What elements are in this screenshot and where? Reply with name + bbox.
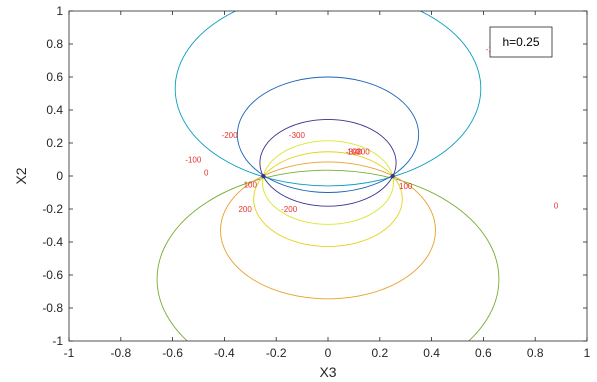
y-tick-label: -0.8	[42, 301, 63, 315]
singular-point	[390, 174, 395, 178]
contour-line	[156, 169, 500, 341]
y-tick-label: 0.4	[46, 103, 63, 117]
contour-label: 0	[554, 202, 559, 211]
contour-label: -200	[354, 147, 371, 156]
contour-line	[236, 76, 420, 193]
contour-line	[253, 151, 403, 247]
x-tick-label: 0.8	[527, 346, 544, 360]
x-tick-label: 0.2	[371, 346, 388, 360]
contour-label: -200	[281, 205, 298, 214]
contour-label: 100	[347, 147, 361, 156]
y-tick-label: 1	[56, 4, 63, 18]
y-tick-label: 0.2	[46, 136, 63, 150]
y-tick-label: -1	[52, 334, 63, 348]
y-axis-label: X2	[13, 167, 29, 184]
legend-text: h=0.25	[502, 35, 539, 49]
x-tick-label: 0	[325, 346, 332, 360]
contour-label: -300	[289, 131, 306, 140]
x-tick-label: -1	[64, 346, 75, 360]
contour-line	[220, 161, 436, 300]
x-axis-ticks: -1 -0.8 -0.6 -0.4 -0.2 0 0.2 0.4 0.6 0.8 1	[64, 11, 591, 360]
x-tick-label: -0.4	[214, 346, 235, 360]
x-tick-label: 1	[584, 346, 591, 360]
y-tick-label: 0.8	[46, 37, 63, 51]
x-axis-label: X3	[319, 364, 336, 380]
contour-lines	[156, 11, 500, 341]
singular-point	[261, 174, 266, 178]
y-axis-ticks: -1 -0.8 -0.6 -0.4 -0.2 0 0.2 0.4 0.6 0.8 1	[42, 4, 587, 348]
y-tick-label: -0.2	[42, 202, 63, 216]
x-tick-label: -0.2	[266, 346, 287, 360]
y-tick-label: 0.6	[46, 70, 63, 84]
contour-label: 100	[399, 182, 413, 191]
contour-label: 0	[204, 169, 209, 178]
contour-line	[174, 11, 482, 187]
contour-line	[262, 140, 394, 225]
plot-area	[69, 11, 587, 341]
contour-label: 200	[238, 205, 252, 214]
x-tick-label: -0.6	[162, 346, 183, 360]
y-tick-label: -0.4	[42, 235, 63, 249]
contour-label: 100	[244, 180, 258, 189]
contour-line	[259, 118, 397, 207]
x-tick-label: -0.8	[110, 346, 131, 360]
contour-label: -200	[222, 131, 239, 140]
legend-box	[489, 26, 553, 58]
y-tick-label: -0.6	[42, 268, 63, 282]
contour-label: -100	[185, 156, 202, 165]
contour-label: -300	[346, 147, 363, 156]
y-tick-label: 0	[56, 169, 63, 183]
x-tick-label: 0.6	[475, 346, 492, 360]
legend: h=0.25	[489, 26, 553, 58]
x-tick-label: 0.4	[423, 346, 440, 360]
